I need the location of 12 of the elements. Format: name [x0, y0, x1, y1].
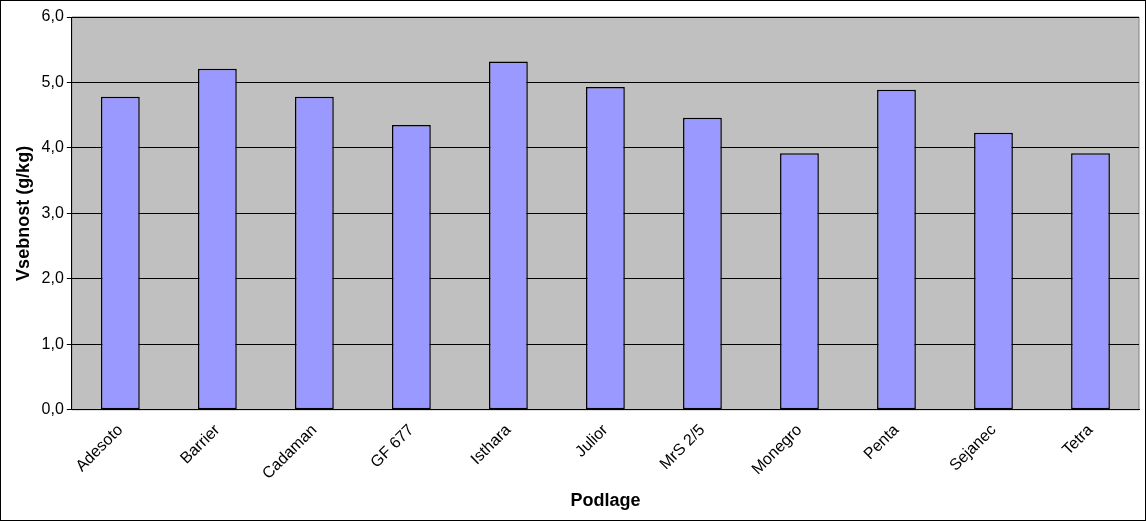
x-tick-label: MrS 2/5: [656, 420, 708, 473]
y-tick-label: 2,0: [41, 269, 64, 287]
x-axis-title: Podlage: [570, 490, 641, 511]
x-tick-label: Tetra: [1058, 420, 1096, 458]
y-tick-label: 5,0: [41, 72, 64, 90]
y-tick-label: 1,0: [41, 334, 64, 352]
y-tick-label: 3,0: [41, 203, 64, 221]
y-axis-title: Vsebnost (g/kg): [12, 145, 33, 281]
y-tick-label: 4,0: [41, 138, 64, 156]
y-tick-label: 0,0: [41, 400, 64, 418]
x-tick-label: GF 677: [366, 420, 417, 471]
y-tick-label: 6,0: [41, 7, 64, 25]
